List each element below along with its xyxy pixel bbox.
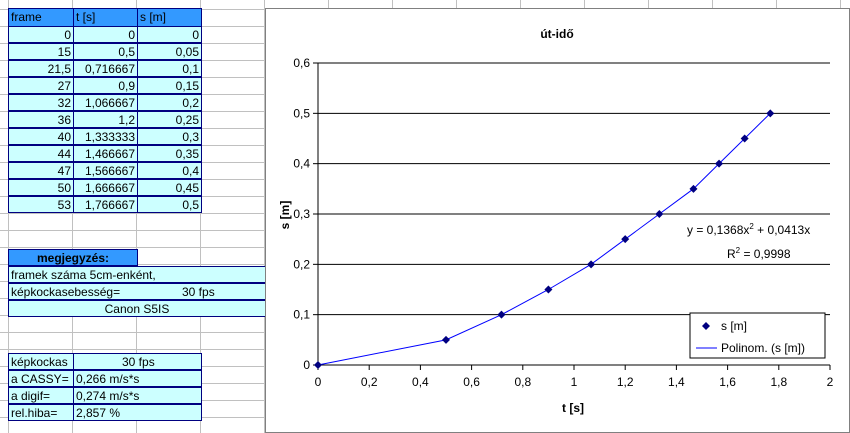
result-label: a digif= xyxy=(8,387,74,404)
data-cell: 0,5 xyxy=(73,43,138,60)
data-cell: 0,25 xyxy=(137,111,202,128)
header-cell: t [s] xyxy=(73,8,138,27)
x-tick-label: 0,4 xyxy=(412,375,429,389)
x-tick-label: 0 xyxy=(315,375,322,389)
data-cell: 0,5 xyxy=(137,196,202,213)
y-tick-label: 0,6 xyxy=(293,56,310,70)
trend-r2: R2 = 0,9998 xyxy=(727,246,791,261)
data-cell: 36 xyxy=(8,111,74,128)
data-point xyxy=(587,260,596,269)
chart-title: út-idő xyxy=(540,27,573,41)
legend-label: Polinom. (s [m]) xyxy=(721,341,805,355)
data-point xyxy=(314,361,322,369)
trend-r2-part: R xyxy=(727,247,736,261)
data-cell: 0,3 xyxy=(137,128,202,145)
data-cell: 1,066667 xyxy=(73,94,138,111)
data-cell: 0,9 xyxy=(73,77,138,94)
x-tick-label: 1,4 xyxy=(668,375,685,389)
x-axis-label: t [s] xyxy=(562,401,584,415)
result-value: 30 fps xyxy=(73,353,202,370)
data-cell: 21,5 xyxy=(8,60,74,77)
result-value: 0,274 m/s*s xyxy=(73,387,202,404)
trend-r2-part: = 0,9998 xyxy=(740,247,791,261)
y-tick-label: 0,5 xyxy=(293,106,310,120)
data-cell: 0 xyxy=(137,26,202,43)
trend-equation-part: y = 0,1368x xyxy=(687,223,749,237)
data-cell: 50 xyxy=(8,179,74,196)
data-cell: 0 xyxy=(8,26,74,43)
result-value: 0,266 m/s*s xyxy=(73,370,202,387)
chart-area xyxy=(265,8,850,433)
y-tick-label: 0,1 xyxy=(293,308,310,322)
data-cell: 15 xyxy=(8,43,74,60)
y-tick-label: 0 xyxy=(303,358,310,372)
data-cell: 40 xyxy=(8,128,74,145)
x-tick-label: 0,6 xyxy=(463,375,480,389)
x-tick-label: 0,8 xyxy=(514,375,531,389)
data-cell: 0,05 xyxy=(137,43,202,60)
header-cell: frame xyxy=(8,8,74,27)
x-tick-label: 1,6 xyxy=(719,375,736,389)
data-point xyxy=(442,335,450,344)
data-cell: 32 xyxy=(8,94,74,111)
data-cell: 1,666667 xyxy=(73,179,138,196)
result-label: a CASSY= xyxy=(8,370,74,387)
data-cell: 0,1 xyxy=(137,60,202,77)
y-tick-label: 0,2 xyxy=(293,257,310,271)
data-cell: 44 xyxy=(8,145,74,162)
result-label: képkockas xyxy=(8,353,74,370)
data-cell: 1,566667 xyxy=(73,162,138,179)
x-tick-label: 2 xyxy=(827,375,834,389)
result-value: 2,857 % xyxy=(73,404,202,421)
data-cell: 0,4 xyxy=(137,162,202,179)
data-cell: 0,2 xyxy=(137,94,202,111)
x-tick-label: 1,2 xyxy=(617,375,634,389)
trend-r2-part: 2 xyxy=(736,246,741,255)
trend-equation-part: + 0,0413x xyxy=(754,223,810,237)
trend-equation-part: 2 xyxy=(749,222,754,231)
chart: út-idő 0 0,1 0,2 0,3 0,4 0,5 0,6 0 0,2 0,4 0,6 0,8 1 1… xyxy=(265,8,850,433)
legend-label: s [m] xyxy=(721,319,747,333)
note-fps-value: 30 fps xyxy=(180,284,240,299)
x-tick-label: 0,2 xyxy=(361,375,378,389)
legend xyxy=(689,312,826,359)
data-cell: 1,2 xyxy=(73,111,138,128)
data-point xyxy=(740,134,749,143)
note-camera: Canon S5IS xyxy=(8,300,266,317)
header-cell: s [m] xyxy=(137,8,202,27)
data-cell: 0,45 xyxy=(137,179,202,196)
data-point xyxy=(715,159,724,168)
data-cell: 1,333333 xyxy=(73,128,138,145)
legend-marker xyxy=(702,322,710,330)
data-cell: 1,766667 xyxy=(73,196,138,213)
data-point xyxy=(544,285,553,294)
data-point xyxy=(621,235,630,244)
data-cell: 0,35 xyxy=(137,145,202,162)
data-point xyxy=(689,184,698,193)
x-tick-label: 1 xyxy=(571,375,578,389)
data-cell: 0 xyxy=(73,26,138,43)
data-point xyxy=(655,210,664,218)
data-cell: 0,716667 xyxy=(73,60,138,77)
trend-equation: y = 0,1368x2 + 0,0413x xyxy=(687,222,810,237)
x-tick-label: 1,8 xyxy=(770,375,787,389)
data-cell: 27 xyxy=(8,77,74,94)
data-point xyxy=(766,109,775,118)
data-cell: 47 xyxy=(8,162,74,179)
y-axis-label: s [m] xyxy=(278,201,292,230)
y-tick-label: 0,4 xyxy=(293,157,310,171)
data-cell: 0,15 xyxy=(137,77,202,94)
data-cell: 53 xyxy=(8,196,74,213)
data-cell: 1,466667 xyxy=(73,145,138,162)
data-point xyxy=(497,310,506,319)
note-line: framek száma 5cm-enként, xyxy=(8,266,266,283)
result-label: rel.hiba= xyxy=(8,404,74,421)
note-header: megjegyzés: xyxy=(8,249,138,266)
y-tick-label: 0,3 xyxy=(293,207,310,221)
